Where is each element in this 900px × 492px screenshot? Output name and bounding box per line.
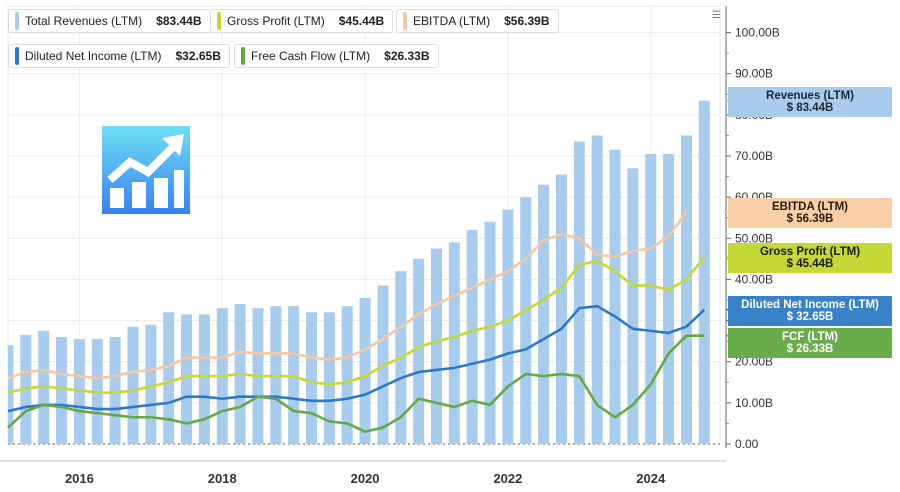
ytick-label: 20.00B [735, 355, 773, 369]
menu-lines-icon[interactable]: ☰ [712, 10, 721, 21]
badge-value: $ 32.65B [786, 310, 834, 323]
bar-revenue [448, 242, 460, 444]
bar-revenue [680, 135, 692, 444]
bar-revenue [627, 168, 639, 445]
badge-diluted-net-income: Diluted Net Income (LTM) $ 32.65B [728, 295, 892, 326]
bar-revenue [56, 337, 68, 444]
badge-fcf: FCF (LTM) $ 26.33B [728, 327, 892, 358]
bar-revenue [127, 326, 139, 444]
badge-label: FCF (LTM) [782, 330, 838, 343]
bar-revenue [538, 184, 550, 445]
bar-revenue [145, 324, 157, 444]
ytick-label: 50.00B [735, 231, 773, 245]
legend-name: Gross Profit (LTM) [227, 14, 325, 28]
badge-label: Gross Profit (LTM) [759, 246, 861, 259]
ytick-label: 40.00B [735, 272, 773, 286]
legend-swatch [217, 12, 221, 30]
legend-value: $45.44B [338, 14, 385, 28]
ytick-label: 100.00B [735, 26, 780, 40]
badge-ebitda: EBITDA (LTM) $ 56.39B [728, 197, 892, 228]
series-line-diluted-net-income-ltm- [7, 304, 706, 413]
legend-value: $83.44B [156, 14, 202, 28]
bar-revenue [698, 100, 710, 444]
series-line-gross-profit-ltm- [7, 256, 706, 394]
bar-revenue [181, 314, 193, 444]
legend-item-diluted-net-income[interactable]: Diluted Net Income (LTM) $32.65B [8, 44, 230, 68]
legend-name: Free Cash Flow (LTM) [251, 49, 371, 63]
series-line-free-cash-flow-ltm- [7, 334, 705, 433]
ytick-label: 10.00B [735, 396, 773, 410]
badge-label: Diluted Net Income (LTM) [741, 298, 879, 311]
bar-revenue [466, 230, 478, 444]
legend-swatch [241, 47, 245, 65]
legend-swatch [15, 47, 19, 65]
bar-revenue [484, 221, 496, 444]
legend-value: $56.39B [504, 14, 550, 28]
bar-revenue [502, 209, 514, 444]
bar-revenue [8, 345, 14, 444]
series-line-ebitda-ltm- [7, 211, 688, 380]
legend-value: $26.33B [384, 49, 430, 63]
bar-revenue [663, 153, 675, 444]
badge-value: $ 83.44B [786, 101, 834, 114]
badge-value: $ 26.33B [786, 342, 834, 355]
bar-revenue [645, 153, 657, 444]
xtick-label: 2016 [65, 471, 94, 486]
bar-revenue [413, 258, 425, 444]
badge-gross-profit: Gross Profit (LTM) $ 45.44B [728, 243, 892, 274]
xtick-label: 2018 [208, 471, 237, 486]
bar-revenue [573, 141, 585, 444]
bar-revenue [198, 314, 210, 444]
ytick-label: 90.00B [735, 67, 773, 81]
bar-revenue [109, 337, 121, 444]
bar-revenue [555, 174, 567, 444]
legend-swatch [403, 12, 407, 30]
xtick-label: 2024 [636, 471, 666, 486]
bar-revenue [520, 197, 532, 444]
legend-item-free-cash-flow[interactable]: Free Cash Flow (LTM) $26.33B [234, 44, 439, 68]
legend-name: EBITDA (LTM) [413, 14, 491, 28]
bar-revenue [430, 248, 442, 444]
bar-revenue [306, 312, 318, 444]
bar-revenue [609, 149, 621, 445]
legend-name: Diluted Net Income (LTM) [25, 49, 162, 63]
bar-revenue [323, 312, 335, 444]
badge-value: $ 45.44B [786, 258, 834, 271]
bar-revenue [591, 135, 603, 444]
badge-label: EBITDA (LTM) [771, 200, 848, 213]
xtick-label: 2020 [351, 471, 380, 486]
legend-value: $32.65B [175, 49, 221, 63]
ytick-label: 70.00B [735, 149, 773, 163]
legend-item-gross-profit[interactable]: Gross Profit (LTM) $45.44B [210, 9, 394, 33]
bar-revenue [359, 297, 371, 444]
legend-item-ebitda[interactable]: EBITDA (LTM) $56.39B [396, 9, 559, 33]
legend-swatch [15, 12, 19, 30]
trending-up-chart-icon [102, 126, 190, 214]
badge-value: $ 56.39B [786, 212, 834, 225]
badge-revenues: Revenues (LTM) $ 83.44B [728, 86, 892, 117]
legend-name: Total Revenues (LTM) [25, 14, 143, 28]
badge-label: Revenues (LTM) [766, 89, 854, 102]
bar-revenue [163, 312, 175, 444]
xtick-label: 2022 [493, 471, 522, 486]
ytick-label: 0.00 [735, 437, 759, 451]
legend-item-total-revenues[interactable]: Total Revenues (LTM) $83.44B [8, 9, 211, 33]
bar-revenue [341, 306, 353, 444]
